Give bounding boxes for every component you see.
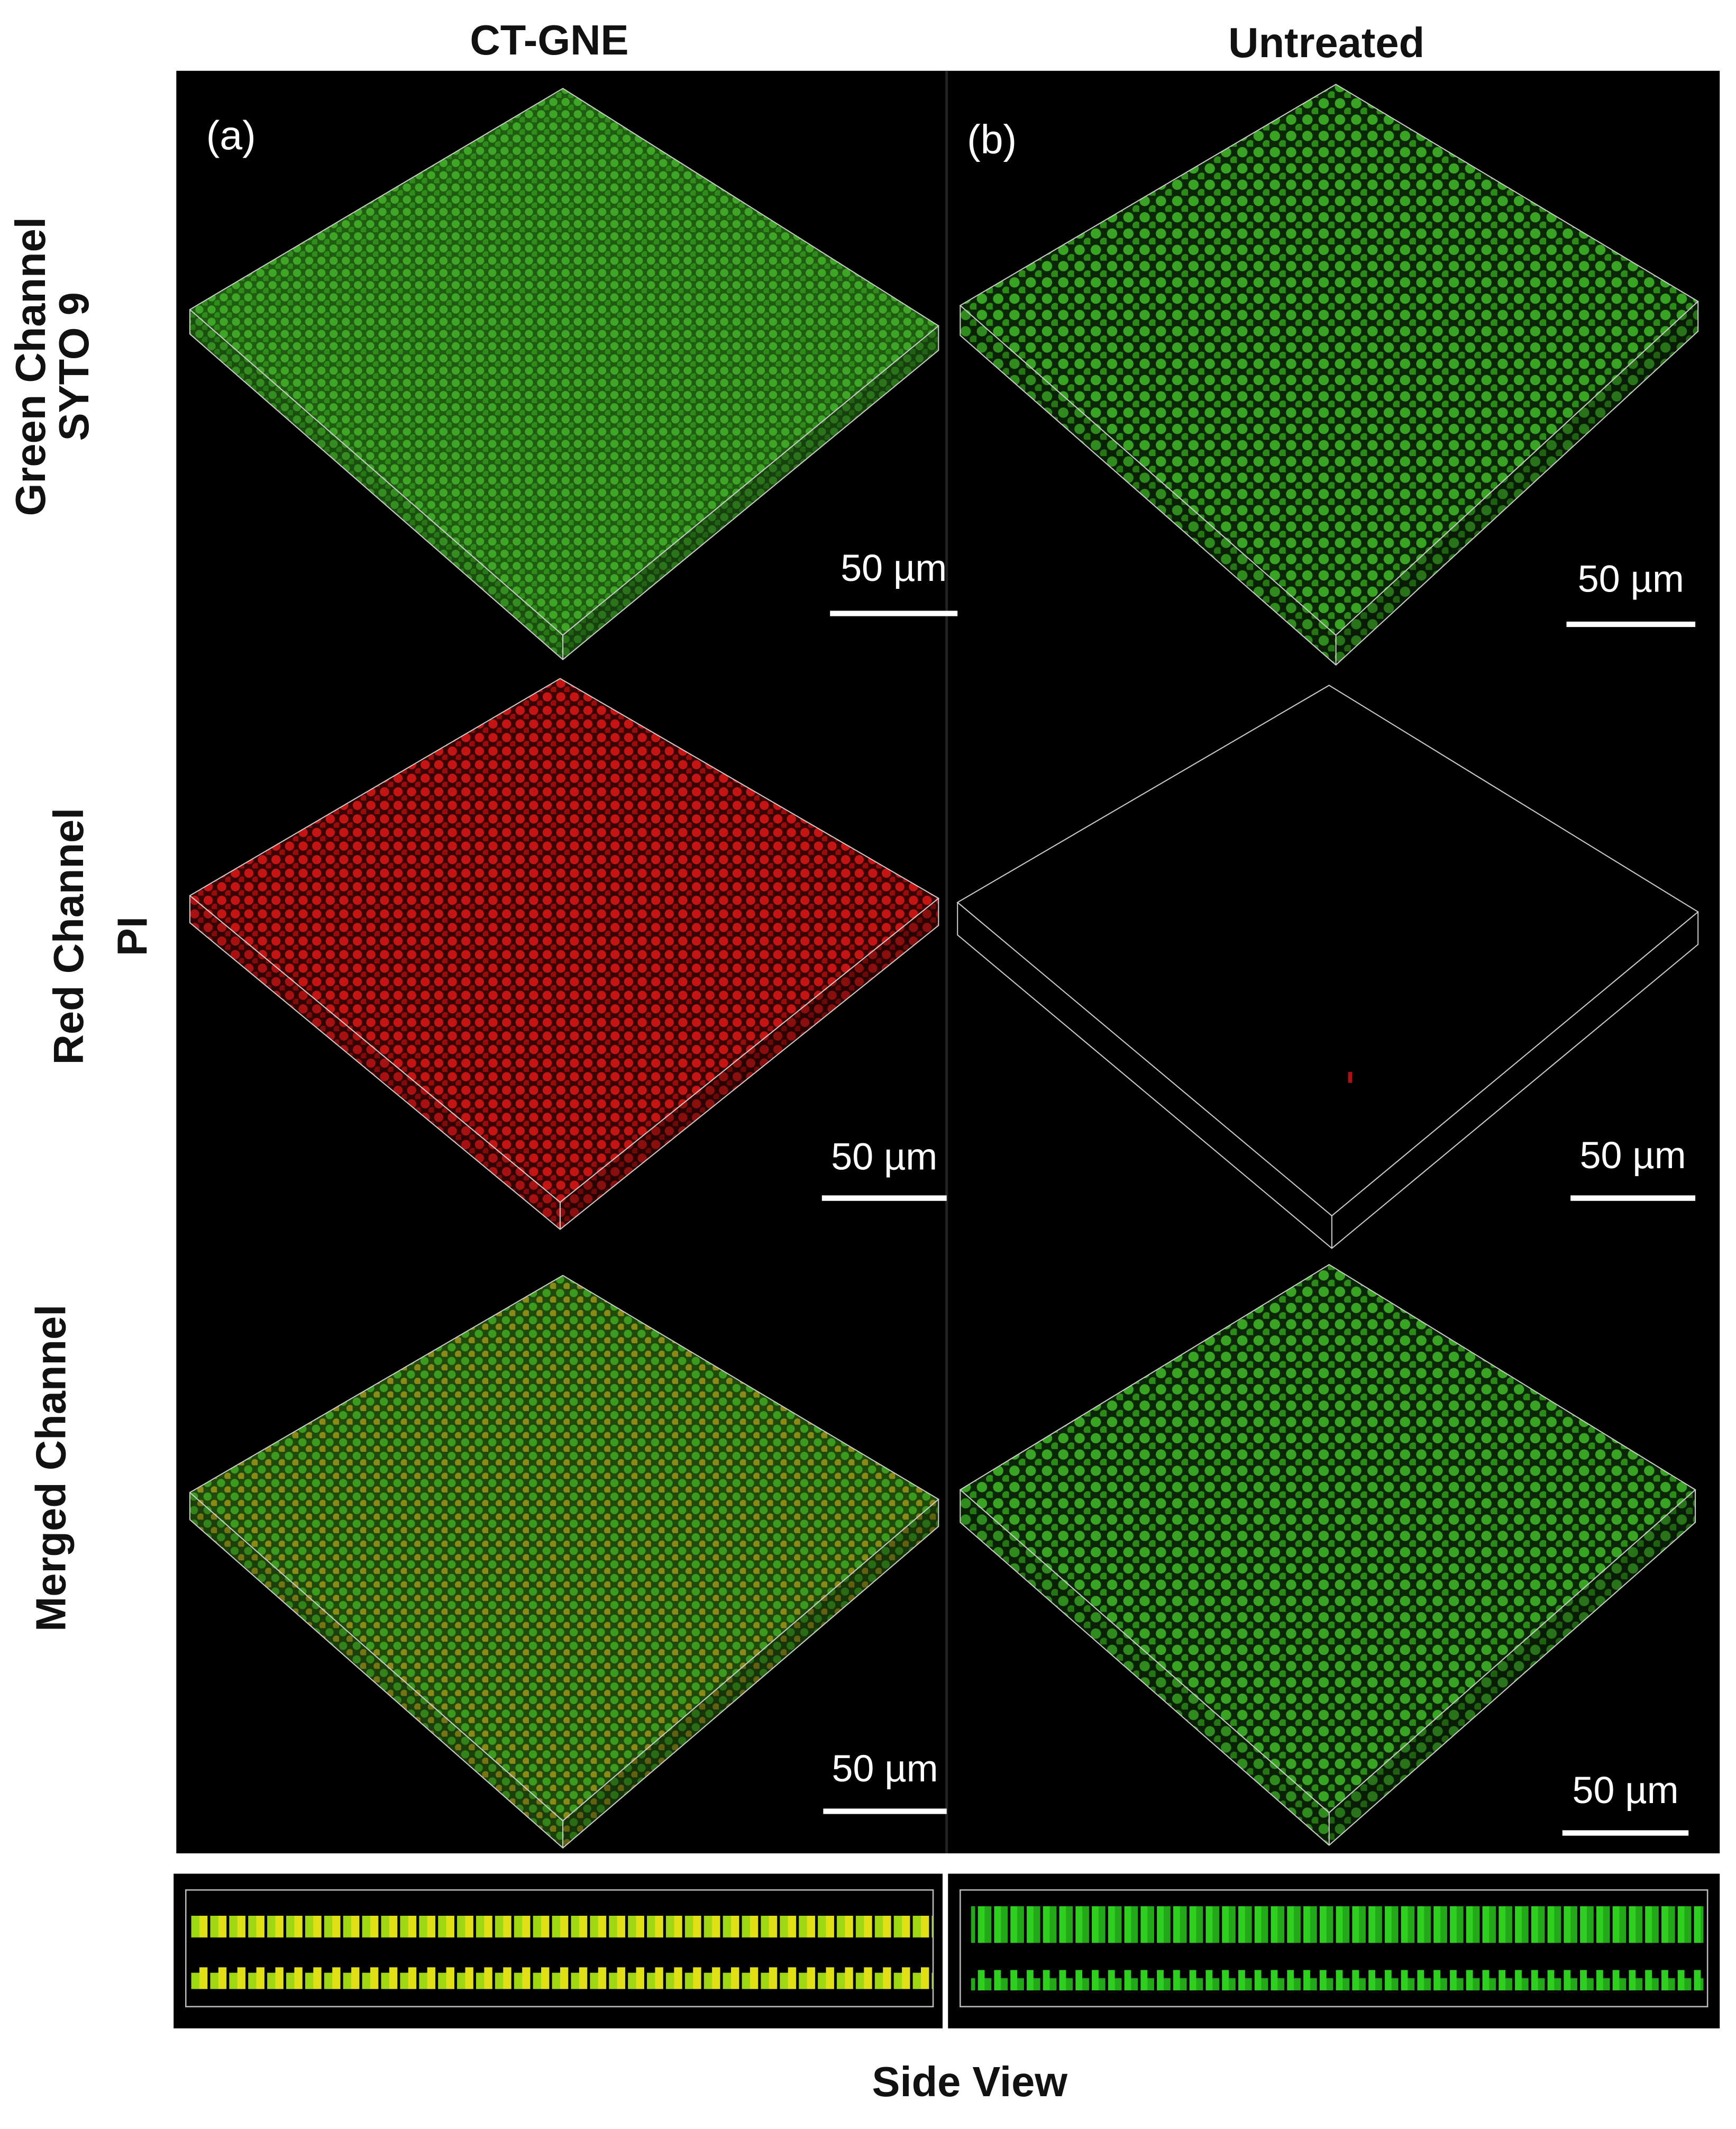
scale-bar-label: 50 µm bbox=[1573, 1769, 1679, 1812]
panel-label: (b) bbox=[967, 117, 1017, 162]
box-outline bbox=[189, 895, 939, 1230]
render-side bbox=[189, 310, 563, 660]
render-side bbox=[189, 1492, 563, 1848]
render-side bbox=[960, 305, 1336, 665]
side-view-render bbox=[971, 1906, 1704, 1990]
scale-bars: 50 µm 50 µm 50 µm 50 µm 50 µm 50 µm bbox=[821, 547, 1696, 1836]
render-top bbox=[189, 678, 939, 1203]
red-speck bbox=[1348, 1072, 1353, 1083]
row-label: SYTO 9 bbox=[50, 292, 97, 441]
side-view-render bbox=[189, 1915, 934, 1989]
render-side bbox=[563, 325, 939, 660]
side-view-outline bbox=[185, 1889, 934, 2008]
row-label: Red Channel bbox=[45, 808, 92, 1065]
render-top bbox=[960, 1264, 1696, 1813]
scale-bar-label: 50 µm bbox=[1578, 558, 1684, 600]
row-label: PI bbox=[108, 916, 156, 956]
render-top bbox=[189, 1275, 939, 1821]
render-top bbox=[960, 84, 1698, 635]
panel-label: (a) bbox=[206, 113, 256, 159]
column-header: CT-GNE bbox=[470, 16, 628, 63]
row-label: Merged Channel bbox=[28, 1305, 75, 1632]
scale-bar-label: 50 µm bbox=[1580, 1134, 1686, 1177]
render-top bbox=[189, 88, 939, 635]
scale-bar-label: 50 µm bbox=[840, 547, 947, 589]
render-side bbox=[1336, 301, 1698, 665]
scale-bar-label: 50 µm bbox=[831, 1136, 937, 1178]
volume-renders bbox=[189, 84, 1699, 1849]
column-header: Untreated bbox=[1228, 19, 1424, 66]
render-side bbox=[563, 1499, 939, 1848]
scale-bar-label: 50 µm bbox=[832, 1748, 938, 1790]
side-view-outline bbox=[960, 1889, 1708, 2008]
footer-title: Side View bbox=[872, 2058, 1068, 2105]
render-side bbox=[189, 895, 560, 1230]
render-side bbox=[960, 1489, 1329, 1845]
render-side bbox=[560, 898, 939, 1230]
row-label: Green Channel bbox=[7, 217, 54, 516]
render-side bbox=[1329, 1489, 1696, 1845]
